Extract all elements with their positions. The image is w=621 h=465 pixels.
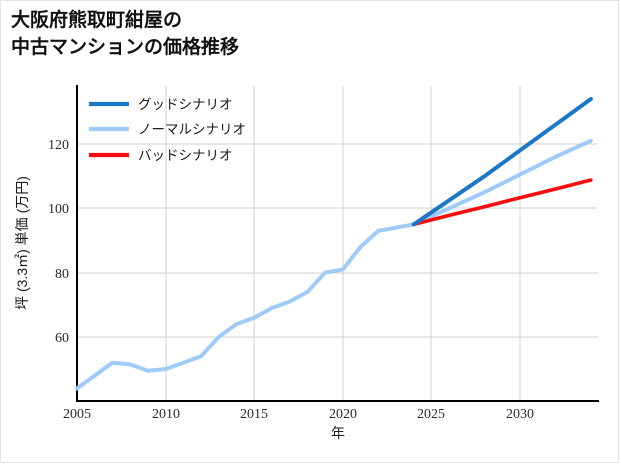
gridlines-vertical (165, 86, 521, 401)
chart-legend: グッドシナリオ ノーマルシナリオ バッドシナリオ (89, 97, 246, 163)
x-tick-label-2030: 2030 (506, 407, 534, 422)
y-axis-title: 坪 (3.3㎡) 単価 (万円) (14, 176, 30, 310)
legend-item-good[interactable]: グッドシナリオ (89, 97, 233, 112)
y-tick-label-100: 100 (48, 202, 69, 217)
y-tick-label-80: 80 (55, 267, 69, 282)
legend-label-bad: バッドシナリオ (138, 148, 233, 163)
x-tick-label-2015: 2015 (240, 407, 268, 422)
series-line-bad (411, 178, 593, 227)
legend-item-normal[interactable]: ノーマルシナリオ (89, 122, 246, 137)
legend-label-good: グッドシナリオ (138, 97, 233, 112)
x-axis-title: 年 (331, 425, 345, 441)
legend-label-normal: ノーマルシナリオ (138, 122, 246, 137)
series-line-good (411, 96, 593, 227)
legend-item-bad[interactable]: バッドシナリオ (89, 148, 233, 163)
series-group (75, 96, 593, 391)
y-tick-label-60: 60 (55, 331, 69, 346)
x-axis-tick-labels: 2005 2010 2015 2020 2025 2030 (63, 407, 534, 422)
x-tick-label-2020: 2020 (329, 407, 357, 422)
y-tick-label-120: 120 (48, 138, 69, 153)
y-axis-tick-labels: 120 100 80 60 (48, 138, 69, 346)
gridlines-horizontal (77, 143, 598, 338)
x-tick-label-2010: 2010 (152, 407, 180, 422)
series-line-normal (75, 138, 593, 391)
x-tick-label-2025: 2025 (417, 407, 445, 422)
x-tick-label-2005: 2005 (63, 407, 91, 422)
page-title: 大阪府熊取町紺屋の 中古マンションの価格推移 (11, 10, 240, 58)
